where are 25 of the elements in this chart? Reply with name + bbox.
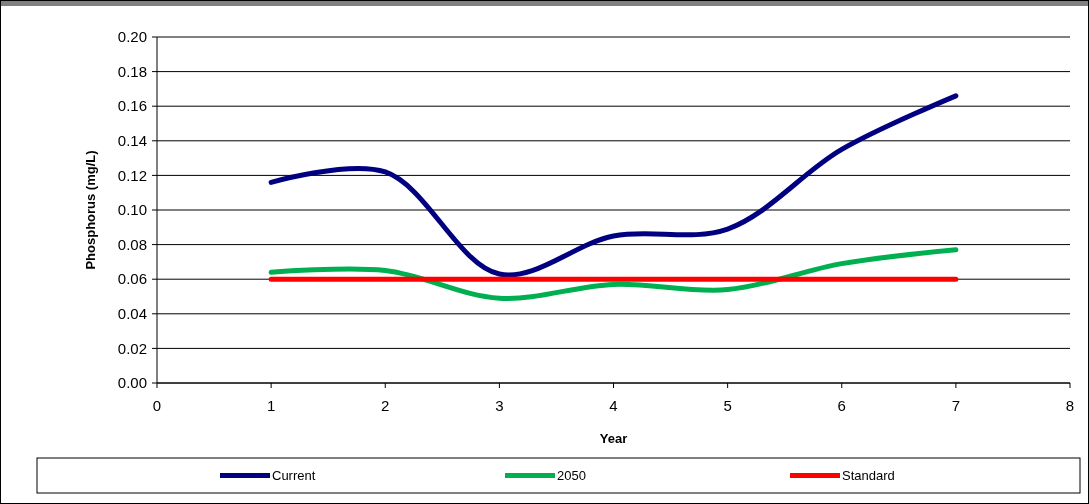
x-tick-label: 1 bbox=[266, 397, 276, 414]
x-tick-label: 2 bbox=[381, 397, 390, 414]
y-tick-label: 0.18 bbox=[117, 62, 147, 80]
legend-label: Standard bbox=[842, 468, 895, 484]
y-tick-label: 0.12 bbox=[117, 166, 147, 184]
x-tick-label: 8 bbox=[1065, 397, 1075, 414]
legend-label: 2050 bbox=[557, 468, 586, 484]
y-tick-label: 0.08 bbox=[117, 235, 147, 253]
y-tick-label: 0.02 bbox=[117, 339, 147, 357]
x-tick-label: 3 bbox=[495, 397, 504, 414]
y-axis-title: Phosphorus (mg/L) bbox=[83, 150, 98, 270]
y-tick-label: 0.20 bbox=[117, 28, 147, 46]
x-tick-label: 4 bbox=[609, 397, 618, 414]
x-tick-label: 6 bbox=[837, 397, 846, 414]
y-tick-label: 0.14 bbox=[117, 132, 147, 150]
x-tick-label: 0 bbox=[152, 397, 162, 414]
y-tick-label: 0.16 bbox=[117, 97, 147, 115]
y-tick-label: 0.10 bbox=[117, 201, 147, 219]
legend-label: Current bbox=[272, 468, 316, 484]
y-tick-label: 0.06 bbox=[117, 270, 147, 288]
y-tick-label: 0.04 bbox=[117, 305, 147, 323]
x-tick-label: 7 bbox=[951, 397, 961, 414]
x-tick-label: 5 bbox=[723, 397, 732, 414]
y-tick-label: 0.00 bbox=[117, 374, 147, 392]
x-axis-title: Year bbox=[599, 431, 628, 446]
